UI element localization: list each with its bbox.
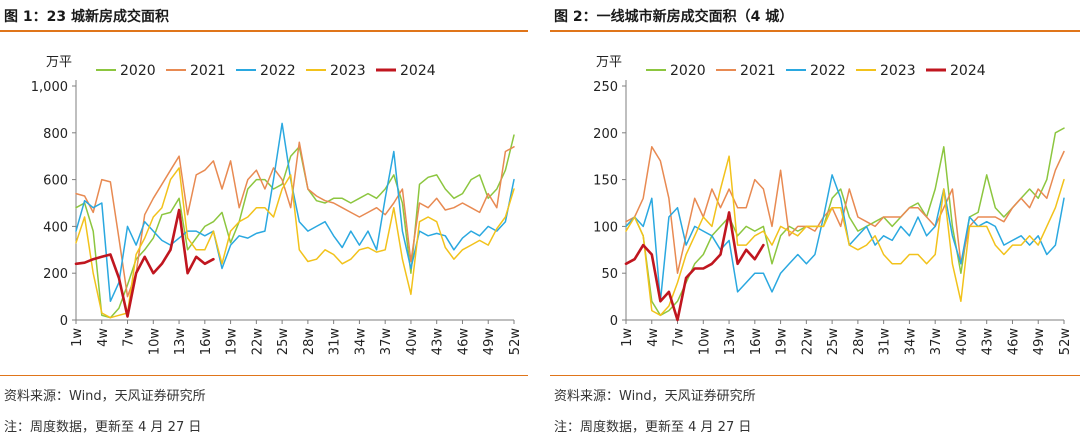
right-bottom-rule bbox=[550, 375, 1080, 376]
x-tick-label: 7w bbox=[122, 328, 137, 347]
y-tick-label: 250 bbox=[593, 80, 618, 95]
left-chart-panel: 图 1：23 城新房成交面积 万平 0 200 400 600 800 1,000 1w 4w 7… bbox=[0, 0, 528, 440]
legend-label-2023: 2023 bbox=[880, 63, 916, 79]
x-tick-label: 4w bbox=[646, 328, 661, 347]
x-tick-label: 40w bbox=[955, 328, 970, 356]
series-line-2023 bbox=[75, 167, 515, 319]
x-tick-label: 28w bbox=[302, 328, 317, 356]
series-line-2020 bbox=[625, 127, 1065, 317]
series-line-2024 bbox=[74, 208, 215, 318]
series-line-2021 bbox=[75, 141, 515, 298]
series-line-2022 bbox=[625, 174, 1065, 303]
left-footnote: 注：周度数据，更新至 4 月 27 日 bbox=[4, 420, 202, 435]
x-tick-label: 4w bbox=[96, 328, 111, 347]
x-tick-label: 22w bbox=[250, 328, 265, 356]
x-tick-label: 7w bbox=[672, 328, 687, 347]
series-line-2021 bbox=[625, 146, 1065, 274]
legend-label-2022: 2022 bbox=[810, 63, 846, 79]
left-chart-title: 图 1：23 城新房成交面积 bbox=[4, 9, 169, 25]
x-tick-label: 37w bbox=[379, 328, 394, 356]
legend-label-2023: 2023 bbox=[330, 63, 366, 79]
x-tick-label: 31w bbox=[878, 328, 893, 356]
y-tick-label: 200 bbox=[43, 267, 68, 282]
x-tick-label: 22w bbox=[800, 328, 815, 356]
y-tick-label: 100 bbox=[593, 220, 618, 235]
x-tick-label: 19w bbox=[225, 328, 240, 356]
series-line-2020 bbox=[75, 134, 515, 319]
y-unit-label: 万平 bbox=[46, 55, 72, 70]
x-tick-label: 49w bbox=[482, 328, 497, 356]
x-tick-label: 25w bbox=[826, 328, 841, 356]
x-tick-label: 37w bbox=[929, 328, 944, 356]
x-tick-label: 31w bbox=[328, 328, 343, 356]
left-line-chart: 万平 0 200 400 600 800 1,000 1w 4w 7w 10w 13w 16w 19w 22… bbox=[31, 55, 523, 356]
x-tick-label: 10w bbox=[147, 328, 162, 356]
right-line-chart: 万平 0 50 100 150 200 250 1w 4w 7w 10w 13w 16w 19w 22w 25… bbox=[593, 55, 1073, 356]
right-chart-panel: 图 2：一线城市新房成交面积（4 城） 万平 0 50 100 150 200 250 1w 4… bbox=[550, 0, 1080, 440]
legend-label-2020: 2020 bbox=[670, 63, 706, 79]
right-title-rule bbox=[550, 30, 1080, 32]
y-tick-label: 150 bbox=[593, 174, 618, 189]
x-tick-label: 43w bbox=[981, 328, 996, 356]
x-tick-label: 46w bbox=[456, 328, 471, 356]
right-source-note: 资料来源：Wind，天风证券研究所 bbox=[554, 389, 756, 404]
left-title-rule bbox=[0, 30, 528, 32]
legend-label-2021: 2021 bbox=[740, 63, 776, 79]
y-tick-label: 0 bbox=[60, 314, 68, 329]
x-tick-label: 52w bbox=[508, 328, 523, 356]
right-chart-title: 图 2：一线城市新房成交面积（4 城） bbox=[554, 9, 794, 25]
right-footnote: 注：周度数据，更新至 4 月 27 日 bbox=[554, 420, 752, 435]
series-line-2023 bbox=[625, 155, 1065, 317]
legend-label-2020: 2020 bbox=[120, 63, 156, 79]
y-tick-label: 600 bbox=[43, 174, 68, 189]
y-tick-label: 800 bbox=[43, 127, 68, 142]
x-tick-label: 34w bbox=[903, 328, 918, 356]
x-tick-label: 19w bbox=[775, 328, 790, 356]
legend-label-2022: 2022 bbox=[260, 63, 296, 79]
y-unit-label: 万平 bbox=[596, 55, 622, 70]
x-tick-label: 16w bbox=[749, 328, 764, 356]
x-tick-label: 46w bbox=[1006, 328, 1021, 356]
x-tick-label: 1w bbox=[620, 328, 635, 347]
y-tick-label: 400 bbox=[43, 220, 68, 235]
x-tick-label: 13w bbox=[173, 328, 188, 356]
left-bottom-rule bbox=[0, 375, 528, 376]
series-line-2024 bbox=[624, 211, 765, 322]
x-tick-label: 43w bbox=[431, 328, 446, 356]
legend-label-2021: 2021 bbox=[190, 63, 226, 79]
x-tick-label: 13w bbox=[723, 328, 738, 356]
y-tick-label: 50 bbox=[601, 267, 618, 282]
x-tick-label: 49w bbox=[1032, 328, 1047, 356]
left-source-note: 资料来源：Wind，天风证券研究所 bbox=[4, 389, 206, 404]
y-tick-label: 0 bbox=[610, 314, 618, 329]
y-tick-label: 1,000 bbox=[31, 80, 68, 95]
x-tick-label: 40w bbox=[405, 328, 420, 356]
x-tick-label: 28w bbox=[852, 328, 867, 356]
x-tick-label: 10w bbox=[697, 328, 712, 356]
legend-label-2024: 2024 bbox=[950, 63, 986, 79]
x-tick-label: 16w bbox=[199, 328, 214, 356]
x-tick-label: 52w bbox=[1058, 328, 1073, 356]
legend-label-2024: 2024 bbox=[400, 63, 436, 79]
x-tick-label: 34w bbox=[353, 328, 368, 356]
y-tick-label: 200 bbox=[593, 127, 618, 142]
x-tick-label: 1w bbox=[70, 328, 85, 347]
x-tick-label: 25w bbox=[276, 328, 291, 356]
